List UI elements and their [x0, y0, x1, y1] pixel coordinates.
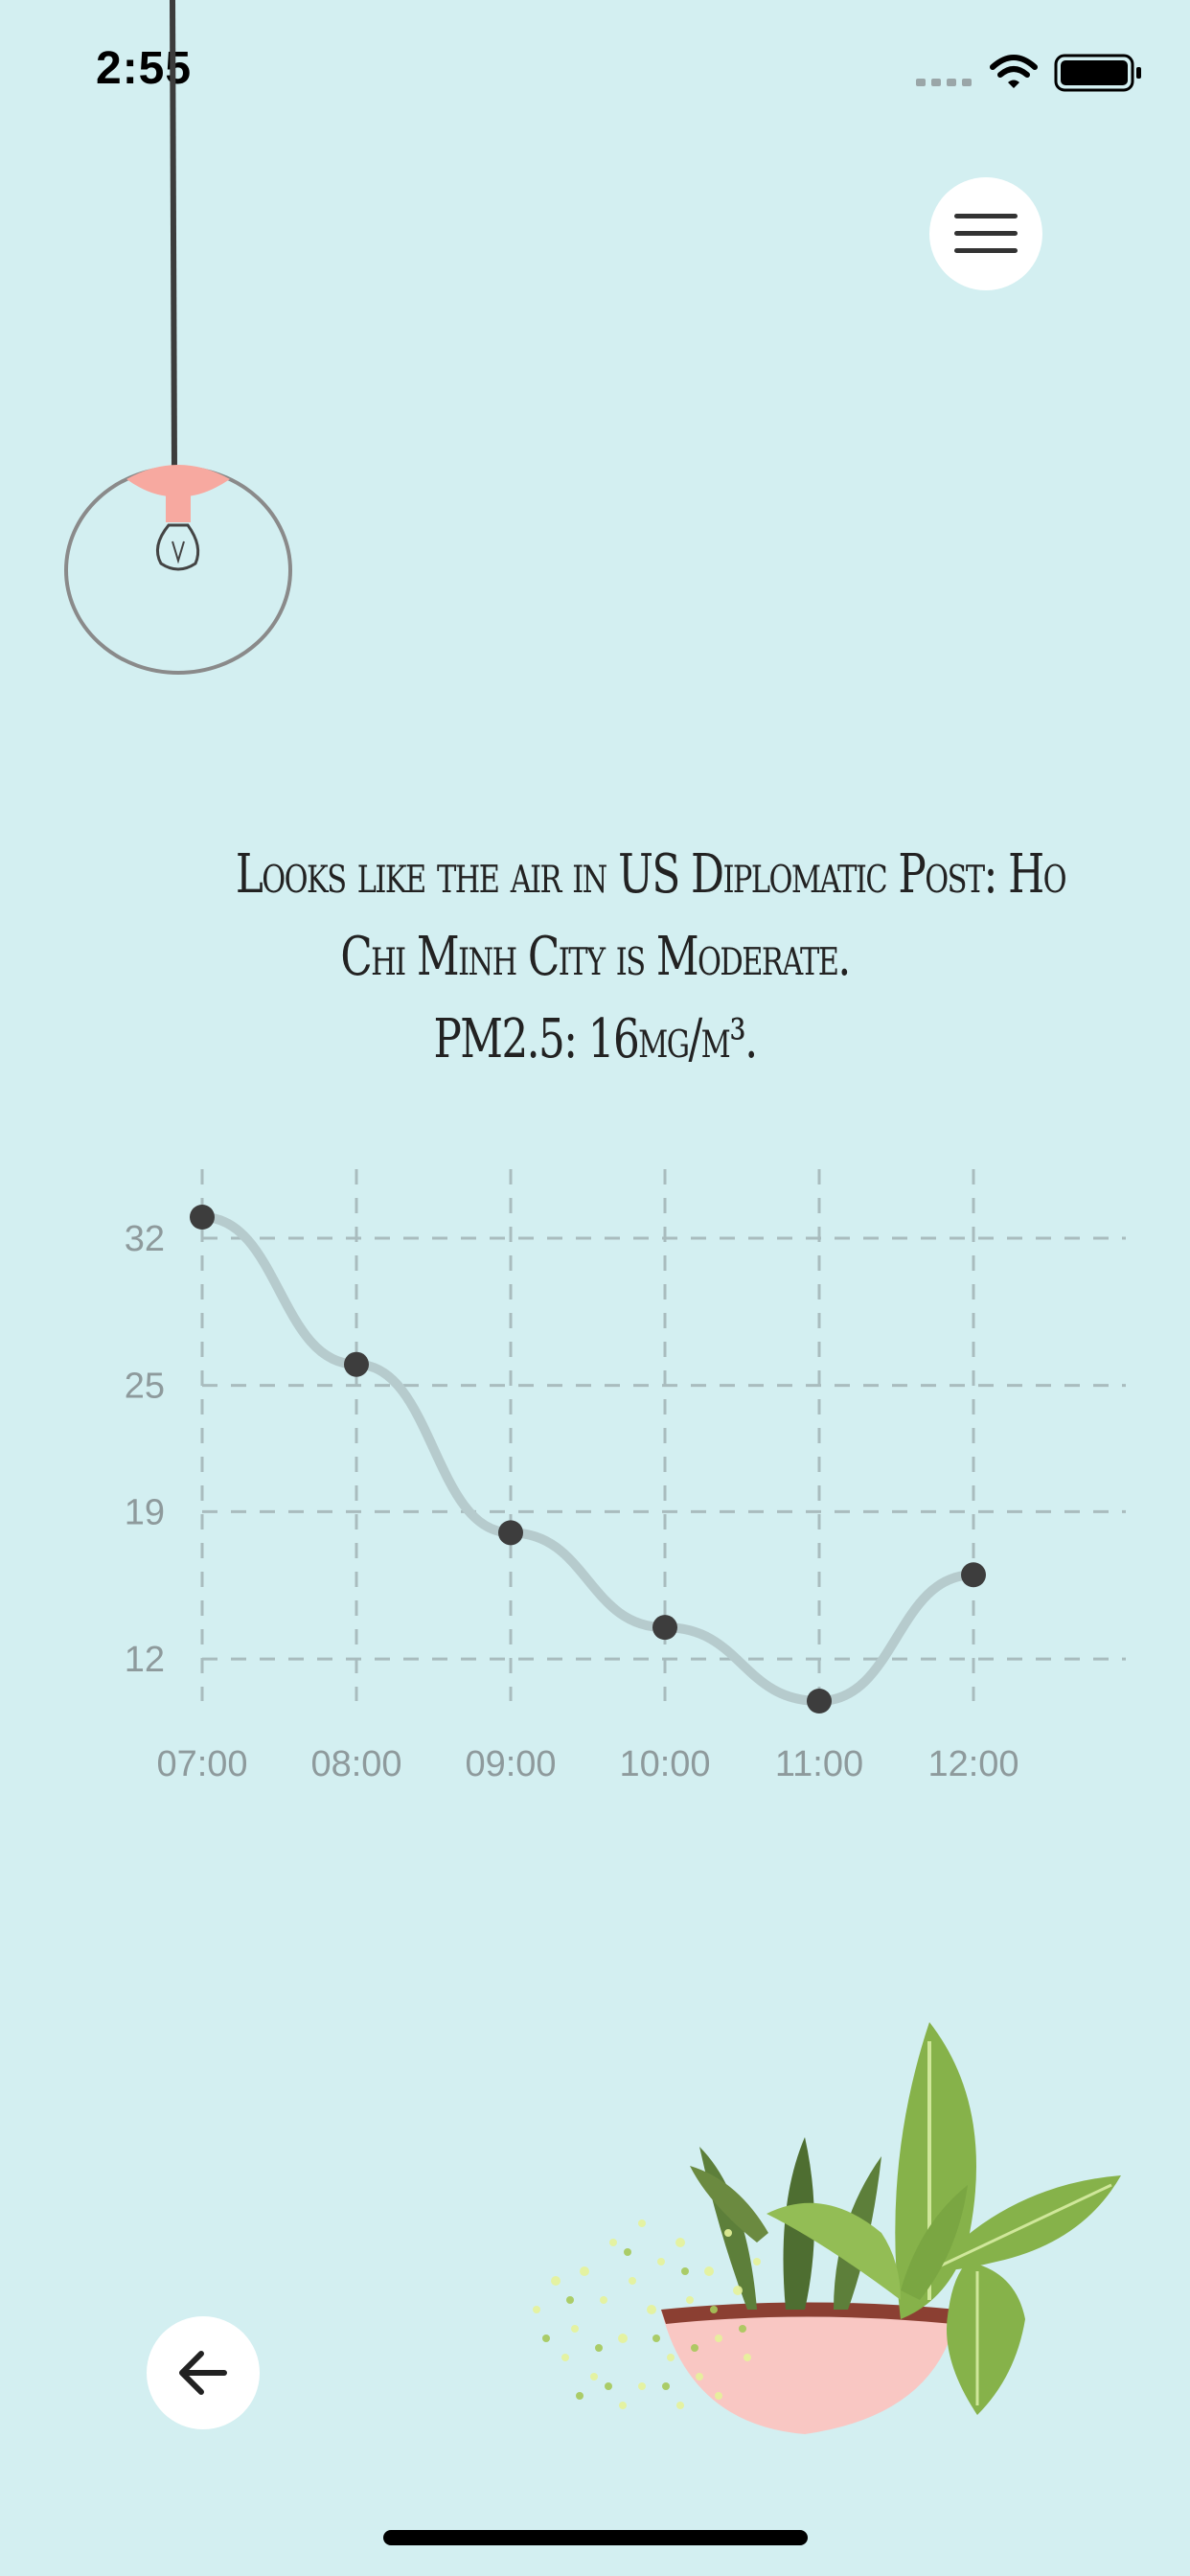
x-tick-label: 08:00 — [310, 1744, 401, 1784]
series-line — [197, 1212, 978, 1707]
y-tick-label: 19 — [125, 1492, 165, 1532]
arrow-left-icon — [179, 2351, 227, 2395]
air-quality-headline: Looks like the air in US Diplomatic Post… — [235, 834, 1067, 1081]
data-point — [807, 1689, 832, 1714]
x-tick-label: 09:00 — [465, 1744, 556, 1784]
y-tick-label: 12 — [125, 1640, 165, 1680]
data-point — [961, 1562, 986, 1588]
y-axis-ticks: 12 19 25 32 — [125, 1219, 165, 1680]
wifi-icon — [990, 55, 1038, 88]
x-tick-label: 12:00 — [927, 1744, 1018, 1784]
y-tick-label: 25 — [125, 1367, 165, 1407]
hanging-lamp-illustration — [64, 0, 292, 675]
data-point — [498, 1520, 523, 1546]
headline-line-1: Looks like the air in US Diplomatic Post… — [235, 843, 1067, 906]
headline-line-3: PM2.5: 16μg/m³. — [433, 1008, 758, 1070]
x-axis-ticks: 07:00 08:00 09:00 10:00 11:00 12:00 — [156, 1744, 1018, 1784]
x-tick-label: 11:00 — [775, 1744, 863, 1784]
data-point — [190, 1205, 215, 1230]
data-point — [344, 1351, 369, 1377]
signal-icon — [916, 79, 972, 86]
hamburger-menu-icon — [954, 214, 1018, 253]
back-button[interactable] — [147, 2316, 260, 2429]
status-icons — [916, 54, 1141, 92]
headline-line-2: Chi Minh City is Moderate. — [340, 926, 851, 988]
menu-button[interactable] — [929, 177, 1042, 290]
pm25-line-chart: 12 19 25 32 07:00 08:00 09:00 10:00 11:00 12:00 — [125, 1169, 1126, 1784]
battery-icon — [1054, 54, 1141, 92]
x-tick-label: 10:00 — [619, 1744, 710, 1784]
potted-plant-illustration — [533, 2022, 1121, 2434]
chart-grid — [200, 1169, 1126, 1701]
series-points — [190, 1205, 986, 1714]
data-point — [652, 1615, 677, 1641]
home-indicator — [383, 2530, 808, 2545]
x-tick-label: 07:00 — [156, 1744, 247, 1784]
y-tick-label: 32 — [125, 1219, 165, 1259]
